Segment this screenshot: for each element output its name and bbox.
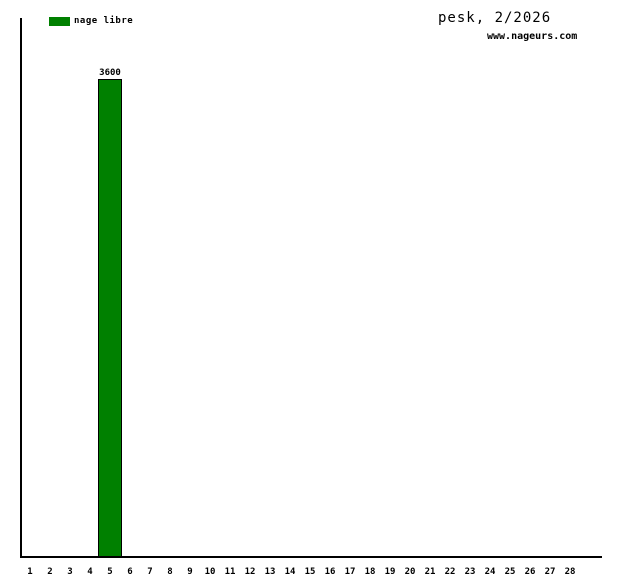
chart-title: pesk, 2/2026 bbox=[438, 10, 552, 26]
chart-legend: nage libre bbox=[49, 16, 133, 26]
x-tick-label-24: 24 bbox=[484, 567, 496, 577]
legend-swatch bbox=[49, 16, 70, 26]
x-tick-label-16: 16 bbox=[324, 567, 336, 577]
x-tick-label-1: 1 bbox=[27, 567, 33, 577]
x-tick-label-3: 3 bbox=[67, 567, 73, 577]
x-tick-label-7: 7 bbox=[147, 567, 153, 577]
x-tick-label-10: 10 bbox=[204, 567, 216, 577]
x-tick-label-6: 6 bbox=[127, 567, 133, 577]
x-tick-label-12: 12 bbox=[244, 567, 256, 577]
x-axis-line bbox=[20, 556, 602, 558]
x-tick-label-2: 2 bbox=[47, 567, 53, 577]
x-tick-label-18: 18 bbox=[364, 567, 376, 577]
y-axis-line bbox=[20, 18, 22, 558]
x-tick-label-17: 17 bbox=[344, 567, 356, 577]
x-tick-label-14: 14 bbox=[284, 567, 296, 577]
x-tick-label-22: 22 bbox=[444, 567, 456, 577]
x-tick-label-20: 20 bbox=[404, 567, 416, 577]
x-tick-label-5: 5 bbox=[107, 567, 113, 577]
x-tick-label-26: 26 bbox=[524, 567, 536, 577]
x-axis-labels: 1 2 3 4 5 6 7 8 9 10 11 12 13 14 15 16 17 18 19 20 21 22 23 24 2… bbox=[0, 567, 620, 579]
x-tick-label-21: 21 bbox=[424, 567, 436, 577]
x-tick-label-19: 19 bbox=[384, 567, 396, 577]
x-tick-label-27: 27 bbox=[544, 567, 556, 577]
x-tick-label-28: 28 bbox=[564, 567, 576, 577]
x-tick-label-4: 4 bbox=[87, 567, 93, 577]
watermark-text: www.nageurs.com bbox=[487, 31, 578, 42]
legend-label: nage libre bbox=[74, 16, 134, 26]
bar-value-label: 3600 bbox=[99, 68, 121, 78]
x-tick-label-23: 23 bbox=[464, 567, 476, 577]
bar-5 bbox=[98, 79, 122, 557]
x-tick-label-8: 8 bbox=[167, 567, 173, 577]
x-tick-label-13: 13 bbox=[264, 567, 276, 577]
x-tick-label-15: 15 bbox=[304, 567, 316, 577]
x-tick-label-11: 11 bbox=[224, 567, 236, 577]
x-tick-label-9: 9 bbox=[187, 567, 193, 577]
x-tick-label-25: 25 bbox=[504, 567, 516, 577]
